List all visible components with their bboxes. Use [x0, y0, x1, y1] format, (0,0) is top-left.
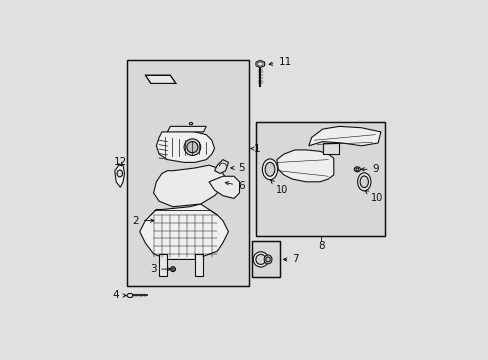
Polygon shape	[153, 165, 228, 207]
Polygon shape	[145, 75, 175, 84]
Text: 7: 7	[283, 255, 298, 264]
Bar	[251, 242, 279, 278]
Text: 10: 10	[270, 180, 287, 195]
Text: 5: 5	[230, 163, 244, 173]
Polygon shape	[140, 204, 228, 260]
Polygon shape	[126, 293, 133, 297]
Ellipse shape	[171, 268, 174, 270]
Ellipse shape	[189, 122, 192, 125]
Polygon shape	[208, 176, 239, 198]
Ellipse shape	[255, 255, 265, 264]
Text: 9: 9	[360, 164, 378, 174]
Ellipse shape	[354, 167, 360, 172]
Ellipse shape	[183, 139, 200, 156]
Polygon shape	[159, 254, 167, 276]
Ellipse shape	[357, 173, 370, 191]
Ellipse shape	[170, 267, 175, 271]
Text: 3: 3	[149, 264, 170, 274]
Ellipse shape	[117, 170, 122, 177]
Text: 11: 11	[268, 57, 291, 67]
Bar	[256, 122, 384, 236]
Bar	[127, 60, 249, 286]
Text: 2: 2	[132, 216, 154, 226]
Text: 4: 4	[112, 291, 126, 301]
Ellipse shape	[262, 159, 277, 180]
Ellipse shape	[186, 141, 198, 153]
Ellipse shape	[253, 252, 268, 267]
Polygon shape	[214, 159, 228, 174]
Text: 10: 10	[365, 191, 383, 203]
Polygon shape	[276, 150, 333, 182]
Text: 8: 8	[317, 240, 324, 251]
Ellipse shape	[264, 255, 271, 264]
Polygon shape	[256, 60, 264, 68]
Bar	[256, 122, 384, 236]
Text: 6: 6	[225, 181, 244, 191]
Polygon shape	[156, 129, 214, 162]
Polygon shape	[322, 143, 339, 154]
Polygon shape	[115, 165, 124, 187]
Ellipse shape	[355, 168, 358, 171]
Text: 12: 12	[113, 157, 126, 167]
Bar	[127, 60, 249, 286]
Ellipse shape	[264, 162, 274, 176]
Polygon shape	[308, 126, 380, 146]
Ellipse shape	[359, 176, 367, 188]
Polygon shape	[167, 126, 206, 132]
Text: 1: 1	[250, 144, 260, 153]
Polygon shape	[195, 254, 203, 276]
Ellipse shape	[265, 257, 270, 262]
Bar	[251, 242, 279, 278]
